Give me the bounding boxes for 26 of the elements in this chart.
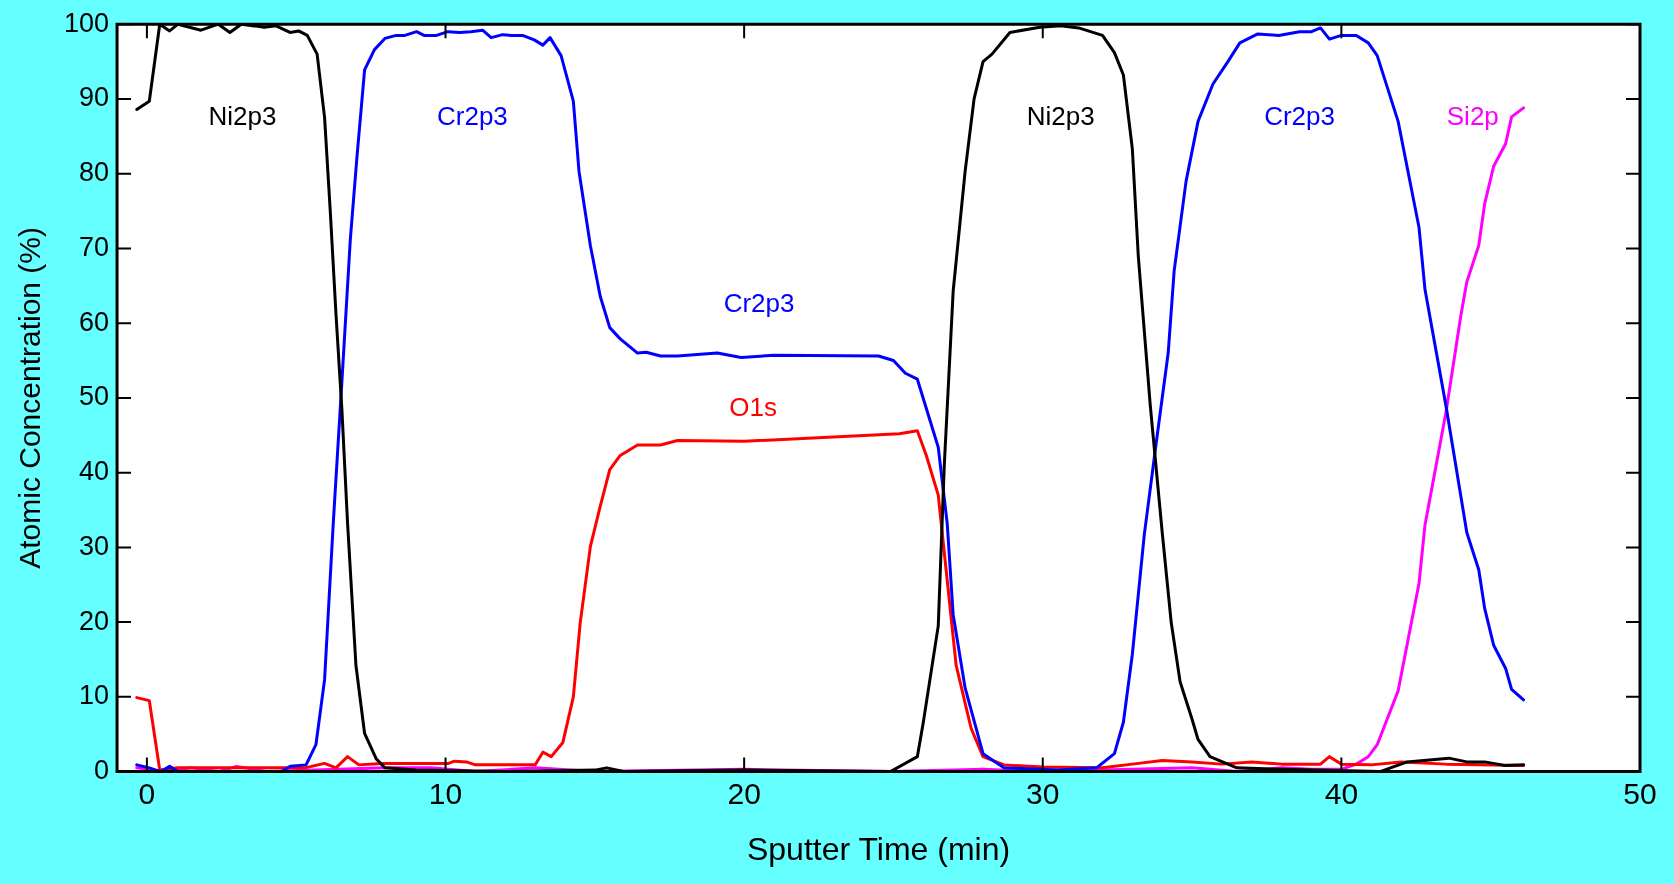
y-tick-label: 70 [79, 231, 110, 262]
y-tick-label: 80 [79, 157, 110, 188]
y-tick-label: 10 [79, 680, 110, 711]
y-tick-label: 90 [79, 82, 110, 113]
x-tick-label: 50 [1623, 776, 1657, 810]
series-label: Si2p [1446, 100, 1499, 131]
y-tick-label: 60 [79, 306, 110, 337]
x-tick-label: 10 [428, 776, 463, 810]
y-tick-label: 40 [79, 456, 110, 487]
series-label: Ni2p3 [208, 100, 277, 131]
x-tick-label: 0 [138, 776, 156, 810]
series-label: O1s [729, 391, 777, 422]
x-tick-label: 40 [1324, 776, 1359, 810]
y-tick-label: 30 [79, 530, 110, 561]
y-tick-label: 0 [94, 755, 110, 786]
y-tick-label: 100 [63, 7, 110, 38]
x-axis-title: Sputter Time (min) [746, 830, 1011, 867]
annotation: Ni2p3 [1026, 100, 1095, 131]
annotation: Cr2p3 [723, 287, 795, 318]
text: Cr2p3 [436, 100, 508, 131]
y-tick-label: 50 [79, 381, 110, 412]
x-tick-label: 30 [1026, 776, 1060, 810]
annotation: Cr2p3 [1264, 100, 1335, 131]
y-axis-title: Atomic Concentration (%) [13, 227, 47, 569]
y-tick-label: 20 [79, 605, 110, 636]
x-tick-label: 20 [727, 776, 761, 810]
